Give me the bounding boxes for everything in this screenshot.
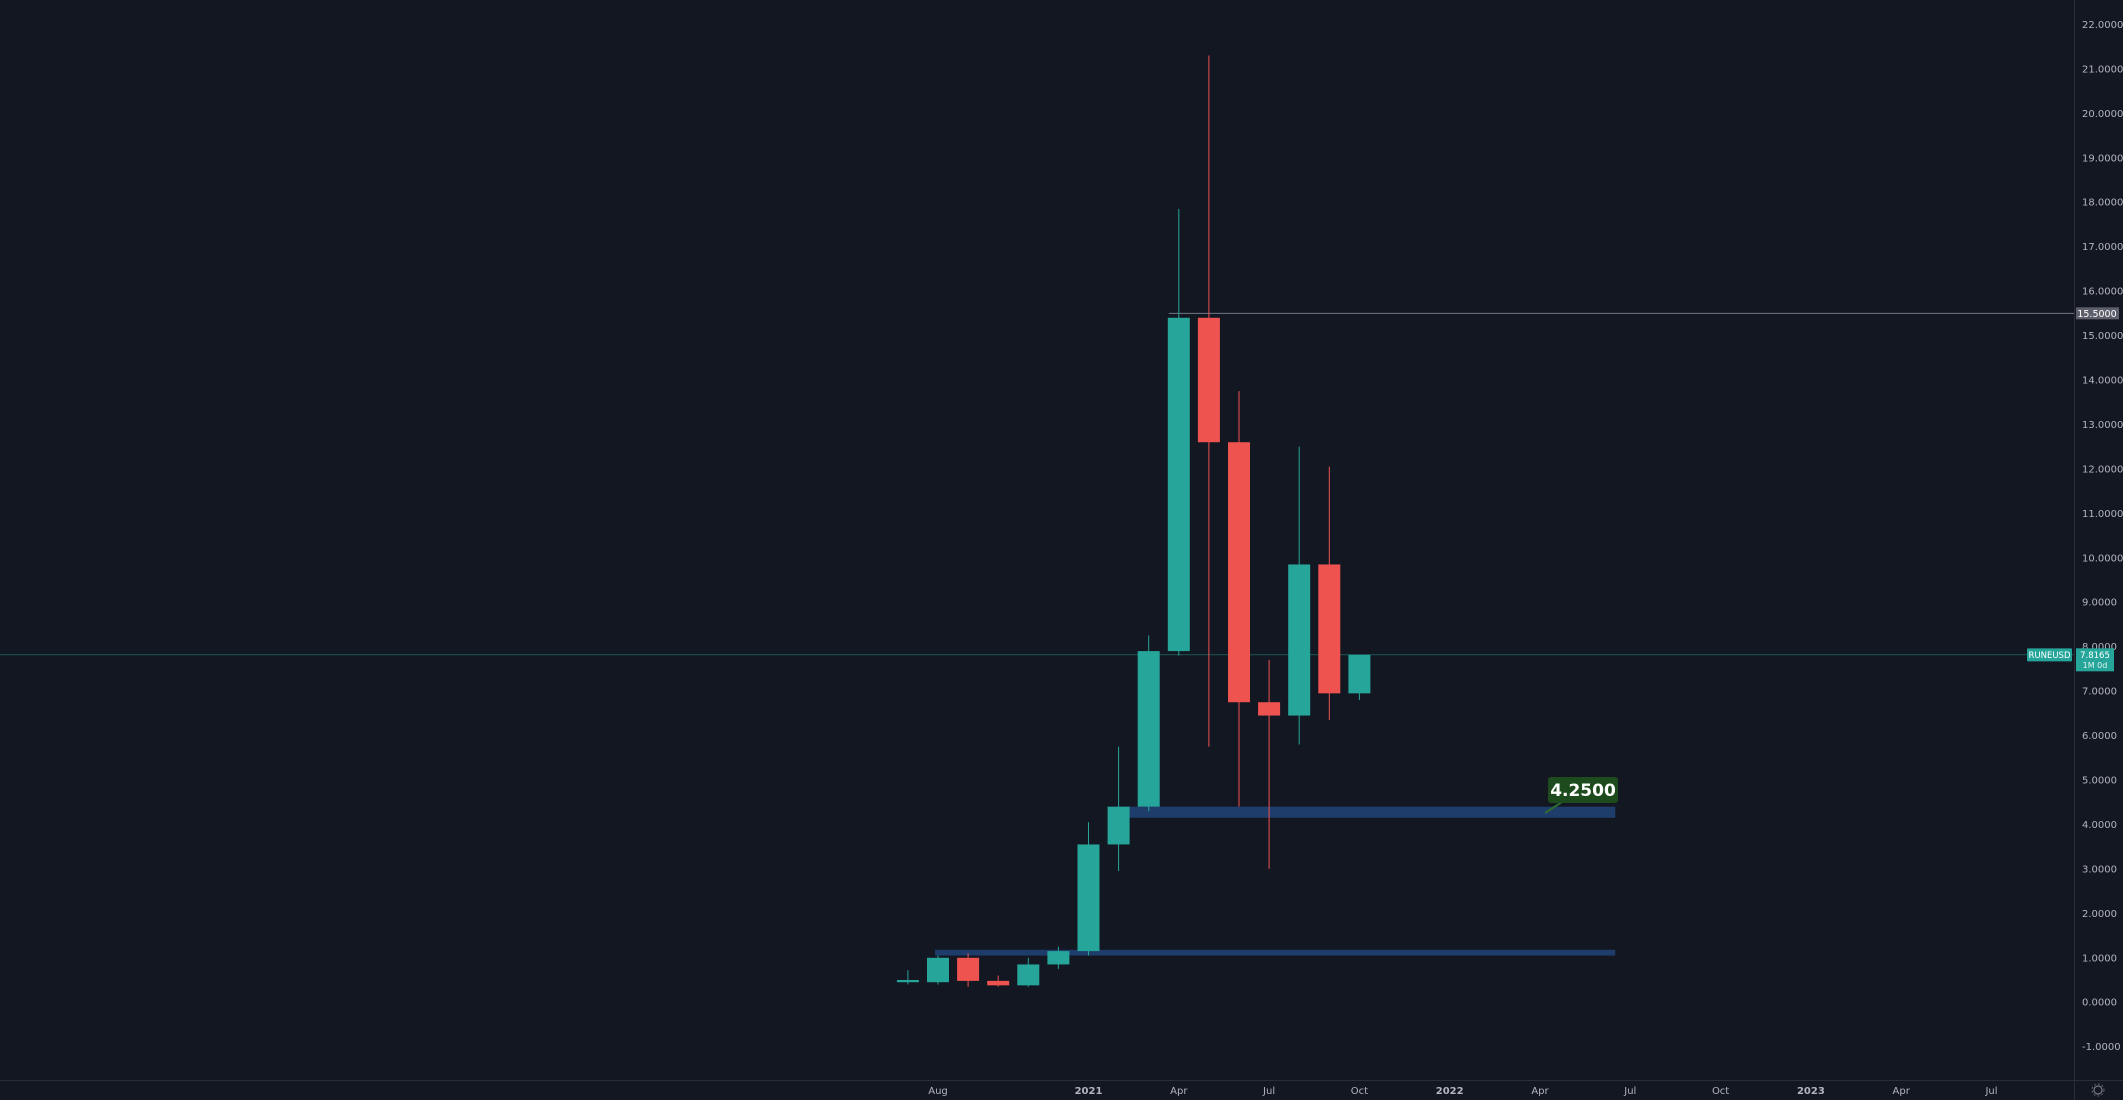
x-tick-label-7: Jul bbox=[1623, 1086, 1636, 1097]
x-tick-label-5: 2022 bbox=[1436, 1086, 1464, 1097]
last-price-label: 7.8165 bbox=[2080, 651, 2110, 661]
zones-layer bbox=[935, 806, 1616, 956]
y-tick-label-8: 14.0000 bbox=[2082, 376, 2123, 387]
callout-label: 4.2500 bbox=[1550, 781, 1616, 801]
candle-body-6 bbox=[1077, 844, 1100, 952]
candle-15[interactable] bbox=[1348, 654, 1371, 700]
x-axis[interactable]: Aug 2021 Apr Jul Oct 2022 Apr Jul Oct 2023 Apr Jul bbox=[928, 1086, 1997, 1097]
last-price-badges: RUNEUSD 7.8165 1M 0d bbox=[2027, 648, 2114, 672]
x-tick-label-8: Oct bbox=[1712, 1086, 1729, 1097]
candle-13[interactable] bbox=[1288, 446, 1311, 745]
candle-body-11 bbox=[1228, 442, 1250, 703]
candle-body-15 bbox=[1348, 654, 1371, 694]
candle-body-8 bbox=[1137, 651, 1160, 807]
y-tick-label-6: 16.0000 bbox=[2082, 287, 2123, 298]
support-zone-0[interactable] bbox=[1124, 806, 1616, 818]
candle-3[interactable] bbox=[987, 975, 1010, 987]
y-tick-label-2: 20.0000 bbox=[2082, 109, 2123, 120]
x-tick-label-11: Jul bbox=[1984, 1086, 1997, 1097]
y-tick-label-13: 9.0000 bbox=[2082, 598, 2117, 609]
x-tick-label-6: Apr bbox=[1531, 1086, 1549, 1097]
y-tick-label-16: 6.0000 bbox=[2082, 731, 2117, 742]
x-tick-label-10: Apr bbox=[1893, 1086, 1911, 1097]
candle-body-5 bbox=[1047, 951, 1070, 965]
y-tick-label-1: 21.0000 bbox=[2082, 64, 2123, 75]
symbol-label: RUNEUSD bbox=[2028, 651, 2070, 661]
candle-9[interactable] bbox=[1167, 208, 1190, 656]
y-tick-label-21: 1.0000 bbox=[2082, 953, 2117, 964]
candle-body-2 bbox=[957, 957, 980, 981]
candle-body-4 bbox=[1017, 964, 1040, 986]
y-tick-label-11: 11.0000 bbox=[2082, 509, 2123, 520]
candle-body-1 bbox=[927, 957, 949, 983]
y-tick-label-3: 19.0000 bbox=[2082, 153, 2123, 164]
x-tick-label-4: Oct bbox=[1351, 1086, 1368, 1097]
marked-price-label: 15.5000 bbox=[2077, 309, 2116, 320]
y-axis[interactable]: 22.0000 21.0000 20.0000 19.0000 18.0000 17.00… bbox=[2082, 20, 2123, 1053]
callout-layer: 4.2500 bbox=[1544, 777, 1618, 814]
candle-8[interactable] bbox=[1137, 635, 1160, 812]
x-tick-label-3: Jul bbox=[1262, 1086, 1275, 1097]
candle-14[interactable] bbox=[1318, 466, 1341, 720]
candle-6[interactable] bbox=[1077, 822, 1100, 956]
candle-body-14 bbox=[1318, 564, 1341, 694]
candle-1[interactable] bbox=[927, 955, 949, 985]
y-tick-label-7: 15.0000 bbox=[2082, 331, 2123, 342]
y-tick-label-22: 0.0000 bbox=[2082, 998, 2117, 1009]
y-tick-label-20: 2.0000 bbox=[2082, 909, 2117, 920]
y-tick-label-5: 17.0000 bbox=[2082, 242, 2123, 253]
candle-0[interactable] bbox=[896, 970, 919, 985]
x-tick-label-1: 2021 bbox=[1075, 1086, 1103, 1097]
candle-body-13 bbox=[1288, 564, 1311, 716]
y-tick-label-15: 7.0000 bbox=[2082, 687, 2117, 698]
callout-box[interactable] bbox=[1548, 777, 1618, 803]
candle-10[interactable] bbox=[1197, 55, 1220, 747]
candle-body-9 bbox=[1167, 317, 1190, 652]
candle-12[interactable] bbox=[1258, 660, 1281, 869]
y-tick-label-12: 10.0000 bbox=[2082, 553, 2123, 564]
candle-2[interactable] bbox=[957, 953, 980, 987]
y-tick-label-9: 13.0000 bbox=[2082, 420, 2123, 431]
y-tick-label-19: 3.0000 bbox=[2082, 864, 2117, 875]
chart-settings-icon[interactable] bbox=[2091, 1083, 2105, 1097]
y-tick-label-17: 5.0000 bbox=[2082, 776, 2117, 787]
candle-body-0 bbox=[896, 980, 919, 983]
candle-7[interactable] bbox=[1107, 746, 1130, 872]
y-tick-label-10: 12.0000 bbox=[2082, 464, 2123, 475]
candle-body-7 bbox=[1107, 806, 1130, 845]
interval-label: 1M 0d bbox=[2083, 661, 2108, 670]
x-tick-label-0: Aug bbox=[928, 1086, 948, 1097]
candle-body-3 bbox=[987, 980, 1010, 986]
horizontal-lines-layer bbox=[0, 312, 2074, 656]
y-tick-label-14: 8.0000 bbox=[2082, 642, 2117, 653]
x-tick-label-9: 2023 bbox=[1797, 1086, 1825, 1097]
candle-4[interactable] bbox=[1017, 957, 1040, 987]
candle-5[interactable] bbox=[1047, 946, 1070, 969]
marked-price-badge: 15.5000 bbox=[2076, 307, 2119, 320]
y-tick-label-18: 4.0000 bbox=[2082, 820, 2117, 831]
x-tick-label-2: Apr bbox=[1170, 1086, 1188, 1097]
support-zone-1[interactable] bbox=[935, 949, 1616, 956]
candle-body-10 bbox=[1197, 317, 1220, 443]
y-tick-label-0: 22.0000 bbox=[2082, 20, 2123, 31]
y-tick-label-4: 18.0000 bbox=[2082, 198, 2123, 209]
y-tick-label-23: -1.0000 bbox=[2082, 1042, 2121, 1053]
candle-11[interactable] bbox=[1228, 391, 1250, 807]
candle-body-12 bbox=[1258, 702, 1281, 716]
candles-layer bbox=[896, 55, 1371, 987]
